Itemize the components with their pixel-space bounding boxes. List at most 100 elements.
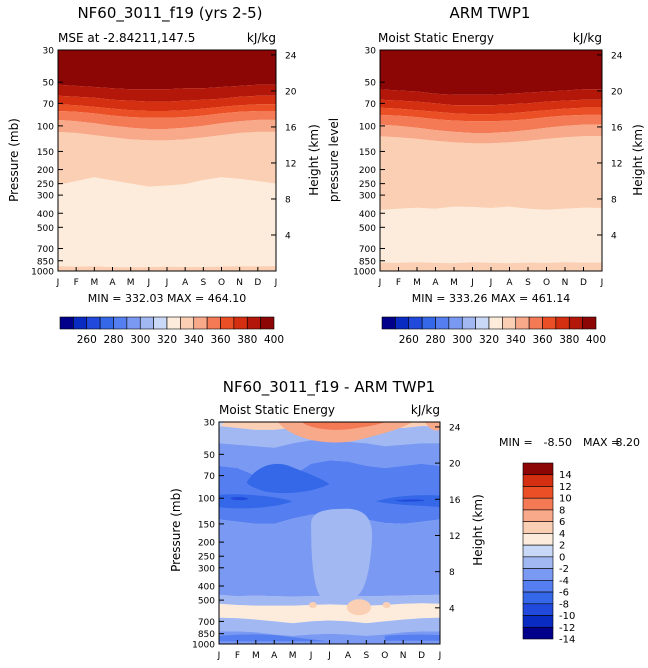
diff-colorbar-swatch	[522, 497, 554, 511]
month-tick-label: S	[363, 651, 369, 661]
month-tick-label: J	[438, 651, 442, 661]
pressure-tick-label: 50	[204, 451, 216, 461]
model-right-axis-label: Height (km)	[307, 124, 321, 195]
colorbar-label: 360	[210, 334, 230, 346]
colorbar-swatch	[568, 316, 583, 330]
month-tick-label: A	[182, 278, 189, 288]
month-tick-label: J	[274, 278, 278, 288]
obs-contour-field	[380, 50, 602, 271]
colorbar-swatch	[502, 316, 517, 330]
colorbar-swatch	[381, 316, 396, 330]
colorbar-label: 260	[77, 334, 97, 346]
colorbar-swatch	[193, 316, 208, 330]
colorbar-label: 300	[130, 334, 150, 346]
month-tick-label: N	[400, 651, 407, 661]
colorbar-swatch	[488, 316, 503, 330]
colorbar-label: 280	[103, 334, 123, 346]
height-tick-label: 16	[611, 123, 623, 133]
diff-min-value: -8.50	[544, 436, 572, 449]
diff-colorbar-label: -2	[559, 564, 569, 575]
diff-cold-core-left	[230, 497, 249, 501]
diff-warm-core-top	[301, 422, 385, 430]
month-tick-label: J	[217, 651, 221, 661]
diff-colorbar-swatch	[522, 533, 554, 546]
colorbar-swatch	[515, 316, 530, 330]
colorbar-label: 360	[532, 334, 552, 346]
pressure-tick-label: 300	[198, 564, 215, 574]
obs-band-5	[380, 124, 602, 144]
diff-max-value: 8.20	[616, 436, 641, 449]
model-band-6	[58, 131, 276, 187]
model-title: NF60_3011_f19 (yrs 2-5)	[77, 4, 262, 23]
colorbar-swatch	[99, 316, 114, 330]
month-tick-label: F	[396, 278, 401, 288]
month-tick-label: O	[218, 278, 225, 288]
pressure-tick-label: 1000	[31, 268, 54, 278]
pressure-tick-label: 150	[198, 520, 215, 530]
colorbar-label: 400	[586, 334, 606, 346]
model-band-5	[58, 119, 276, 141]
diff-colorbar-label: 12	[559, 482, 572, 493]
month-tick-label: J	[489, 278, 493, 288]
pressure-tick-label: 1000	[192, 641, 215, 651]
month-tick-label: M	[90, 278, 98, 288]
diff-max-label: MAX =	[583, 436, 620, 449]
height-tick-label: 20	[449, 460, 461, 470]
colorbar-swatch	[582, 316, 597, 330]
month-tick-label: S	[200, 278, 206, 288]
pressure-tick-label: 50	[365, 79, 377, 89]
pressure-tick-label: 200	[359, 166, 376, 176]
colorbar-swatch	[73, 316, 88, 330]
pressure-tick-label: 700	[359, 245, 376, 255]
pressure-tick-label: 500	[37, 224, 54, 234]
pressure-tick-label: 100	[37, 122, 54, 132]
month-tick-label: M	[450, 278, 458, 288]
colorbar-swatch	[113, 316, 128, 330]
colorbar-label: 260	[399, 334, 419, 346]
month-tick-label: F	[74, 278, 79, 288]
obs-title: ARM TWP1	[450, 4, 531, 22]
colorbar-swatch	[126, 316, 141, 330]
pressure-tick-label: 150	[37, 148, 54, 158]
obs-colorbar: 260 280 300 320 340 360 380 400	[381, 316, 606, 346]
month-tick-label: D	[418, 651, 425, 661]
month-tick-label: M	[127, 278, 135, 288]
diff-colorbar-swatch	[522, 474, 554, 487]
colorbar-swatch	[233, 316, 248, 330]
diff-colorbar-swatch	[522, 580, 554, 593]
diff-colorbar-label: 4	[559, 529, 565, 540]
colorbar-swatch	[260, 316, 275, 330]
colorbar-swatch	[153, 316, 168, 330]
colorbar-label: 320	[157, 334, 177, 346]
pressure-tick-label: 500	[359, 224, 376, 234]
month-tick-label: N	[562, 278, 569, 288]
obs-min-max: MIN = 333.26 MAX = 461.14	[412, 292, 570, 305]
colorbar-swatch	[542, 316, 557, 330]
colorbar-swatch	[246, 316, 261, 330]
height-tick-label: 16	[449, 496, 461, 506]
height-tick-label: 24	[449, 423, 461, 433]
colorbar-label: 340	[184, 334, 204, 346]
diff-left-edge-patch	[219, 422, 225, 429]
model-band-3	[58, 104, 276, 118]
month-tick-label: N	[236, 278, 243, 288]
model-min-max: MIN = 332.03 MAX = 464.10	[88, 292, 246, 305]
month-tick-label: M	[413, 278, 421, 288]
model-band-1	[58, 84, 276, 102]
diff-low-cold-east	[384, 634, 440, 641]
diff-colorbar-swatch	[522, 556, 554, 569]
month-tick-label: A	[109, 278, 116, 288]
pressure-tick-label: 400	[37, 210, 54, 220]
diff-min-label: MIN =	[499, 436, 533, 449]
month-tick-label: D	[254, 278, 261, 288]
month-tick-label: F	[235, 651, 240, 661]
height-tick-label: 12	[611, 159, 622, 169]
diff-y-axis-label: Pressure (mb)	[169, 488, 183, 572]
model-mse-panel: NF60_3011_f19 (yrs 2-5) MSE at -2.84211,…	[7, 4, 321, 346]
pressure-tick-label: 850	[37, 257, 54, 267]
pressure-tick-label: 400	[198, 582, 215, 592]
